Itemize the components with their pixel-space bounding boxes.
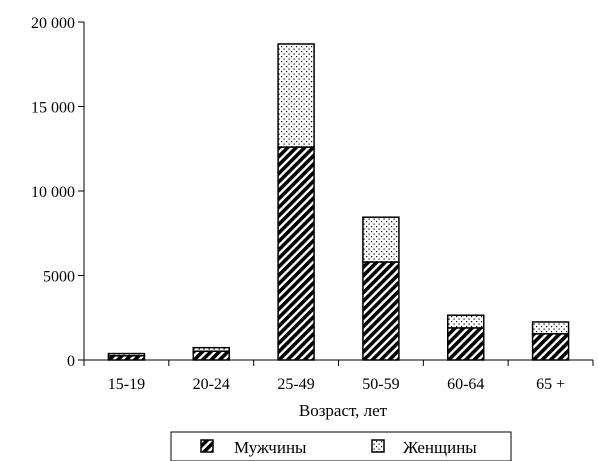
legend-swatch-women — [371, 439, 385, 453]
y-tick-label: 20 000 — [31, 15, 75, 32]
bar-men-60-64 — [447, 327, 485, 361]
bar-women-60-64 — [447, 314, 485, 329]
y-tick-label: 15 000 — [31, 100, 75, 117]
legend-box — [170, 431, 512, 461]
y-tick-label: 10 000 — [31, 184, 75, 201]
bar-men-25-49 — [277, 146, 315, 361]
legend-label-women: Женщины — [403, 438, 477, 457]
chart-marks — [107, 43, 570, 361]
x-tick-label: 50-59 — [362, 376, 399, 393]
bar-men-65plus — [531, 333, 570, 361]
bar-women-50-59 — [362, 216, 400, 263]
x-tick-label: 60-64 — [447, 376, 484, 393]
y-tick-label: 5000 — [43, 269, 75, 286]
y-tick-label: 0 — [67, 353, 75, 370]
y-axis-ticks: 0 5000 10 000 15 000 20 000 — [31, 15, 84, 370]
legend-label-men: Мужчины — [234, 438, 307, 457]
x-axis-ticks: 15-19 20-24 25-49 50-59 60-64 65 + — [83, 360, 594, 393]
x-tick-label: 65 + — [536, 376, 565, 393]
bar-women-15-19 — [107, 352, 146, 357]
x-tick-label: 25-49 — [277, 376, 314, 393]
bar-women-65plus — [531, 321, 570, 335]
legend-swatch-men — [200, 439, 214, 453]
bar-women-25-49 — [277, 43, 315, 148]
bar-women-20-24 — [192, 346, 230, 352]
bar-men-20-24 — [192, 350, 230, 361]
x-tick-label: 15-19 — [108, 376, 145, 393]
x-axis-title: Возраст, лет — [299, 401, 388, 420]
bar-men-50-59 — [362, 261, 400, 361]
x-tick-label: 20-24 — [193, 376, 230, 393]
legend: Мужчины Женщины — [170, 431, 512, 461]
